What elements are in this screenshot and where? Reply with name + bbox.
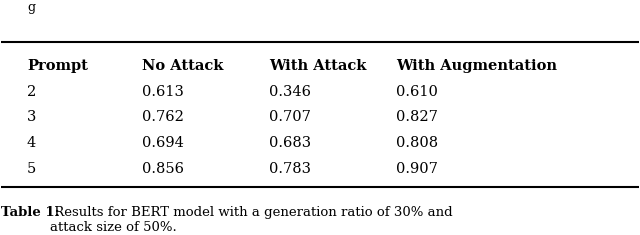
Text: No Attack: No Attack [141, 59, 223, 73]
Text: 0.856: 0.856 [141, 162, 184, 176]
Text: With Augmentation: With Augmentation [396, 59, 557, 73]
Text: 3: 3 [27, 110, 36, 124]
Text: 0.808: 0.808 [396, 136, 438, 150]
Text: 4: 4 [27, 136, 36, 150]
Text: 0.783: 0.783 [269, 162, 311, 176]
Text: 0.907: 0.907 [396, 162, 438, 176]
Text: Table 1:: Table 1: [1, 206, 60, 219]
Text: g: g [27, 1, 35, 14]
Text: 0.827: 0.827 [396, 110, 438, 124]
Text: Prompt: Prompt [27, 59, 88, 73]
Text: With Attack: With Attack [269, 59, 366, 73]
Text: 0.762: 0.762 [141, 110, 184, 124]
Text: 0.707: 0.707 [269, 110, 311, 124]
Text: 0.346: 0.346 [269, 85, 311, 99]
Text: 0.610: 0.610 [396, 85, 438, 99]
Text: 0.694: 0.694 [141, 136, 184, 150]
Text: 0.683: 0.683 [269, 136, 311, 150]
Text: 5: 5 [27, 162, 36, 176]
Text: Results for BERT model with a generation ratio of 30% and
attack size of 50%.: Results for BERT model with a generation… [50, 206, 452, 234]
Text: 0.613: 0.613 [141, 85, 184, 99]
Text: 2: 2 [27, 85, 36, 99]
